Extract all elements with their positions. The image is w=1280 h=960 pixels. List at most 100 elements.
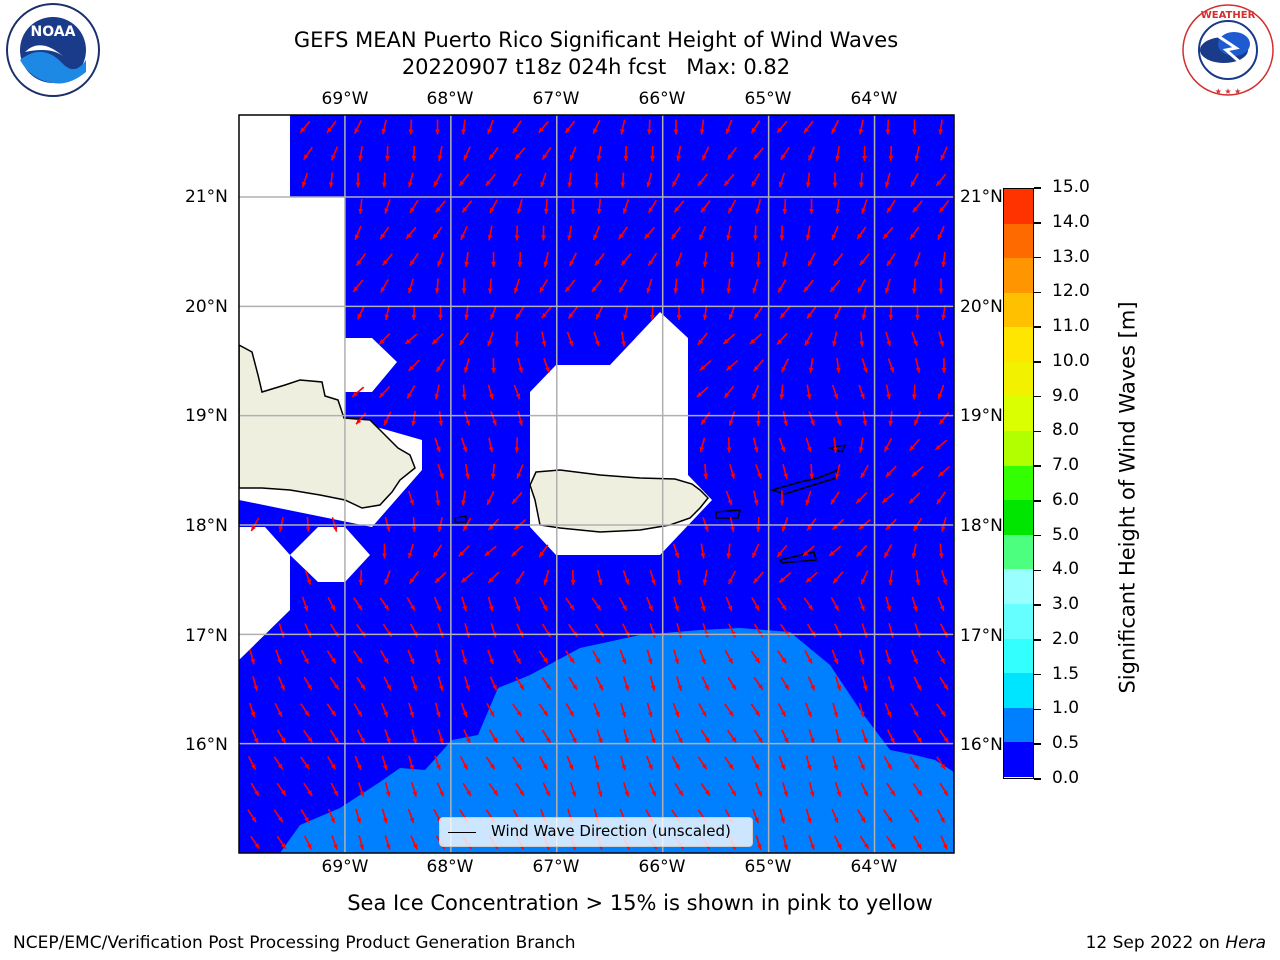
wave-direction-arrow [382, 543, 387, 559]
wave-direction-arrow [779, 384, 785, 400]
wave-direction-arrow [700, 278, 705, 294]
wave-direction-arrow [484, 545, 497, 557]
noaa-logo: NOAA [6, 3, 100, 97]
wave-direction-arrow [540, 172, 547, 188]
wave-direction-arrow [699, 649, 706, 665]
wave-direction-arrow [353, 703, 363, 717]
wave-direction-arrow [886, 835, 896, 850]
colorbar-label: Significant Height of Wind Waves [m] [1115, 301, 1140, 694]
wave-direction-arrow [620, 253, 632, 266]
wave-direction-arrow [620, 119, 626, 135]
wave-direction-arrow [623, 145, 629, 162]
wave-direction-arrow [911, 543, 917, 559]
lat-right-label: 18°N [960, 516, 1002, 536]
wave-direction-arrow [596, 570, 603, 585]
wave-direction-arrow [490, 411, 497, 426]
wave-direction-arrow [461, 119, 467, 135]
colorbar-tick-label: 11.0 [1052, 316, 1090, 337]
wave-direction-arrow [857, 279, 866, 293]
wave-direction-arrow [859, 253, 870, 266]
wave-direction-arrow [541, 306, 552, 319]
wave-direction-arrow [752, 571, 765, 584]
wave-direction-arrow [512, 649, 522, 665]
colorbar-tick-mark [1034, 778, 1041, 780]
wave-direction-arrow [646, 172, 653, 188]
wave-direction-arrow [539, 596, 548, 612]
wave-direction-arrow [834, 782, 842, 797]
wave-direction-arrow [650, 145, 655, 162]
lat-left-label: 20°N [185, 297, 228, 317]
wave-direction-arrow [699, 437, 706, 453]
wave-direction-arrow [806, 384, 812, 400]
wave-direction-arrow [750, 173, 761, 187]
wave-direction-arrow [437, 252, 444, 267]
wave-direction-arrow [462, 782, 472, 797]
colorbar-tick-mark [1034, 534, 1041, 537]
wave-direction-arrow [935, 173, 947, 187]
wave-direction-arrow [564, 120, 576, 134]
wave-direction-arrow [434, 437, 441, 453]
wave-direction-arrow [569, 782, 577, 797]
wave-direction-arrow [352, 279, 364, 293]
wave-direction-arrow [881, 492, 895, 504]
wave-direction-arrow [303, 146, 313, 161]
wave-direction-arrow [675, 729, 683, 744]
wave-direction-arrow [835, 198, 841, 215]
wave-direction-arrow [830, 597, 840, 611]
wave-direction-arrow [859, 331, 865, 347]
wave-direction-arrow [645, 596, 654, 612]
lon-bottom-label: 66°W [638, 857, 686, 877]
svg-text:WEATHER: WEATHER [1201, 10, 1256, 21]
map-legend: Wind Wave Direction (unscaled) [439, 817, 753, 847]
wave-direction-arrow [858, 596, 865, 612]
lon-top-label: 68°W [426, 89, 474, 109]
wave-direction-arrow [596, 782, 603, 797]
wave-direction-arrow [699, 119, 705, 135]
wave-direction-arrow [755, 199, 762, 214]
colorbar-band [1004, 361, 1033, 397]
colorbar-tick-mark [1034, 395, 1041, 398]
wave-direction-arrow [856, 226, 867, 240]
wave-direction-arrow [673, 649, 679, 665]
wave-direction-arrow [861, 358, 868, 373]
wave-direction-arrow [434, 571, 447, 584]
wave-direction-arrow [411, 782, 418, 797]
wave-direction-arrow [381, 755, 388, 771]
wave-direction-arrow [487, 596, 494, 612]
wave-direction-arrow [461, 278, 467, 294]
wave-direction-arrow [937, 384, 945, 400]
chart-title: GEFS MEAN Puerto Rico Significant Height… [293, 28, 899, 52]
wave-direction-arrow [832, 755, 839, 771]
wave-direction-arrow [248, 702, 256, 718]
wave-direction-arrow [593, 755, 600, 771]
lon-bottom-label: 64°W [850, 857, 898, 877]
wave-direction-arrow [936, 491, 946, 505]
wave-direction-arrow [857, 755, 866, 771]
wave-direction-arrow [884, 702, 892, 718]
colorbar-tick-mark [1034, 291, 1041, 294]
lon-bottom-label: 65°W [744, 857, 792, 877]
wave-direction-arrow [751, 597, 760, 611]
wave-direction-arrow [460, 225, 468, 241]
wave-direction-arrow [303, 835, 313, 850]
colorbar-band [1004, 292, 1033, 328]
colorbar-band [1004, 396, 1033, 432]
wave-direction-arrow [861, 676, 868, 691]
wave-direction-arrow [776, 332, 788, 346]
wave-direction-arrow [489, 199, 498, 214]
colorbar-tick-label: 4.0 [1052, 559, 1080, 580]
wave-direction-arrow [384, 782, 391, 797]
wave-direction-arrow [699, 596, 706, 612]
wave-direction-arrow [461, 384, 467, 400]
wave-direction-arrow [886, 199, 896, 214]
wave-direction-arrow [670, 226, 682, 240]
wave-direction-arrow [592, 225, 601, 241]
wave-direction-arrow [834, 411, 842, 426]
wave-direction-arrow [491, 357, 496, 374]
wave-direction-arrow [832, 172, 838, 188]
wave-direction-arrow [756, 410, 761, 427]
colorbar-band [1004, 603, 1033, 639]
colorbar-tick-label: 1.5 [1052, 663, 1080, 684]
wave-direction-arrow [623, 729, 629, 744]
wave-direction-arrow [832, 331, 838, 347]
